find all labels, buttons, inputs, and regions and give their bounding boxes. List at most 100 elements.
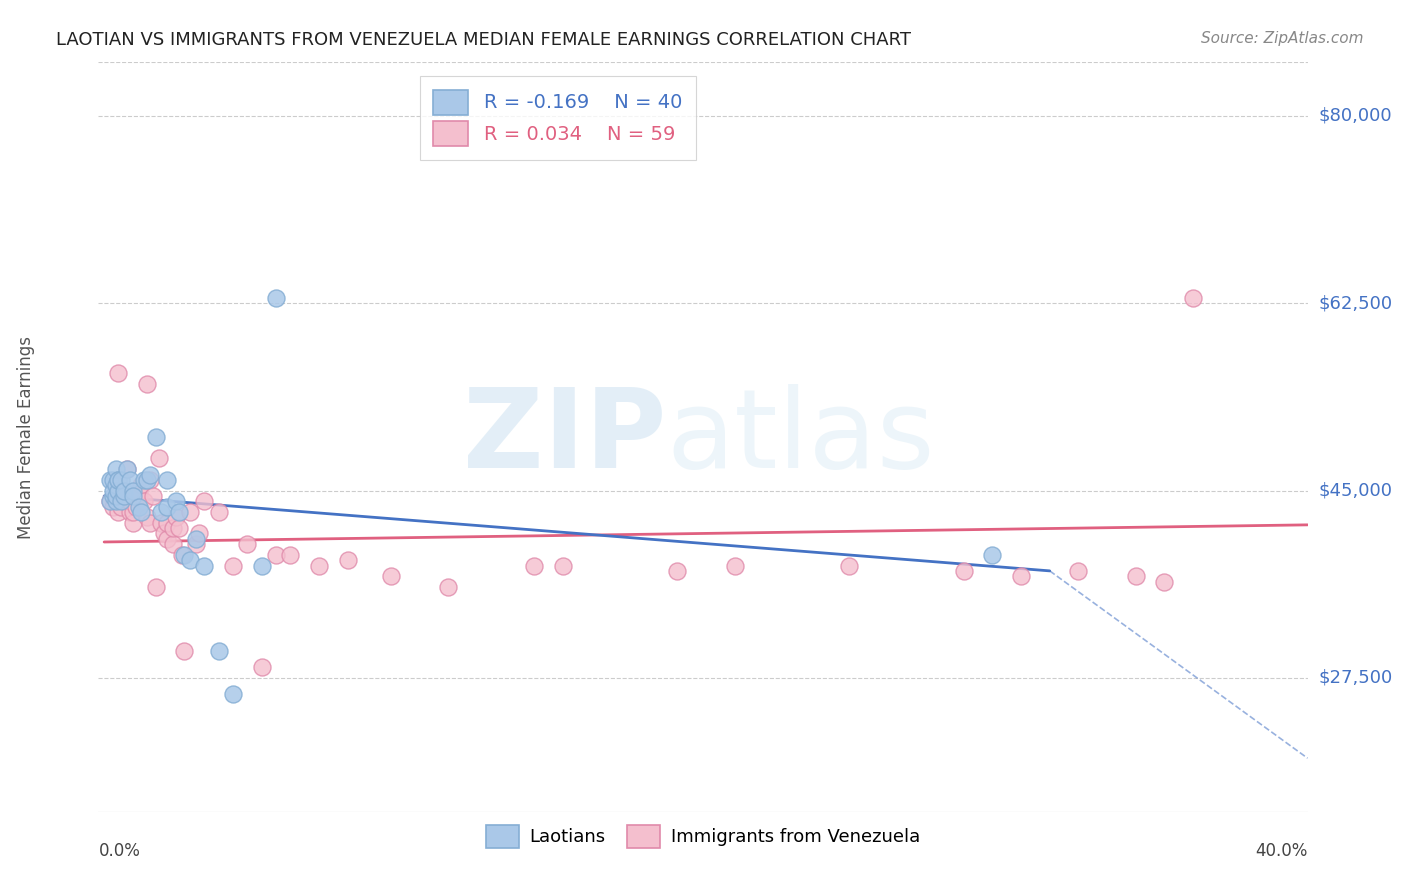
Point	[193, 558, 215, 573]
Point	[280, 548, 302, 562]
Point	[142, 489, 165, 503]
Text: 40.0%: 40.0%	[1256, 842, 1308, 860]
Point	[104, 494, 127, 508]
Text: Source: ZipAtlas.com: Source: ZipAtlas.com	[1201, 31, 1364, 46]
Text: $27,500: $27,500	[1319, 669, 1393, 687]
Point	[952, 564, 974, 578]
Point	[148, 451, 170, 466]
Point	[136, 510, 159, 524]
Text: $80,000: $80,000	[1319, 107, 1392, 125]
Point	[112, 483, 135, 498]
Point	[134, 494, 156, 508]
Point	[165, 510, 187, 524]
Point	[723, 558, 745, 573]
Point	[167, 505, 190, 519]
Point	[236, 537, 259, 551]
Point	[115, 462, 138, 476]
Point	[666, 564, 689, 578]
Point	[162, 537, 184, 551]
Point	[118, 473, 141, 487]
Point	[128, 489, 150, 503]
Point	[208, 505, 231, 519]
Point	[179, 505, 201, 519]
Point	[165, 494, 187, 508]
Point	[156, 473, 179, 487]
Point	[184, 537, 207, 551]
Point	[437, 580, 460, 594]
Point	[170, 548, 193, 562]
Point	[1181, 291, 1204, 305]
Point	[107, 473, 129, 487]
Point	[336, 553, 359, 567]
Point	[308, 558, 330, 573]
Point	[173, 548, 195, 562]
Point	[156, 532, 179, 546]
Point	[208, 644, 231, 658]
Point	[101, 483, 124, 498]
Point	[115, 462, 138, 476]
Point	[136, 376, 159, 391]
Text: $62,500: $62,500	[1319, 294, 1393, 312]
Point	[145, 430, 167, 444]
Point	[101, 473, 124, 487]
Point	[551, 558, 574, 573]
Point	[222, 687, 245, 701]
Point	[222, 558, 245, 573]
Point	[104, 478, 127, 492]
Point	[110, 494, 132, 508]
Point	[139, 473, 162, 487]
Point	[107, 505, 129, 519]
Point	[193, 494, 215, 508]
Point	[104, 489, 127, 503]
Point	[264, 291, 287, 305]
Point	[136, 473, 159, 487]
Point	[184, 532, 207, 546]
Point	[150, 505, 173, 519]
Point	[121, 505, 143, 519]
Point	[264, 548, 287, 562]
Point	[1153, 574, 1175, 589]
Point	[107, 483, 129, 498]
Point	[981, 548, 1004, 562]
Point	[112, 494, 135, 508]
Point	[838, 558, 860, 573]
Point	[1067, 564, 1090, 578]
Point	[110, 500, 132, 514]
Point	[162, 521, 184, 535]
Point	[179, 553, 201, 567]
Point	[124, 500, 146, 514]
Point	[139, 467, 162, 482]
Point	[118, 494, 141, 508]
Point	[107, 473, 129, 487]
Point	[118, 505, 141, 519]
Point	[250, 660, 273, 674]
Point	[250, 558, 273, 573]
Point	[110, 473, 132, 487]
Point	[1125, 569, 1147, 583]
Point	[112, 489, 135, 503]
Point	[121, 483, 143, 498]
Point	[128, 483, 150, 498]
Point	[121, 489, 143, 503]
Point	[523, 558, 546, 573]
Point	[139, 516, 162, 530]
Text: ZIP: ZIP	[464, 384, 666, 491]
Point	[101, 500, 124, 514]
Point	[167, 521, 190, 535]
Point	[131, 478, 153, 492]
Point	[131, 505, 153, 519]
Point	[156, 516, 179, 530]
Text: atlas: atlas	[666, 384, 935, 491]
Point	[107, 366, 129, 380]
Point	[98, 494, 121, 508]
Point	[380, 569, 402, 583]
Text: $45,000: $45,000	[1319, 482, 1393, 500]
Point	[104, 489, 127, 503]
Text: LAOTIAN VS IMMIGRANTS FROM VENEZUELA MEDIAN FEMALE EARNINGS CORRELATION CHART: LAOTIAN VS IMMIGRANTS FROM VENEZUELA MED…	[56, 31, 911, 49]
Point	[104, 462, 127, 476]
Text: Median Female Earnings: Median Female Earnings	[17, 335, 35, 539]
Point	[145, 580, 167, 594]
Point	[1010, 569, 1032, 583]
Point	[153, 526, 176, 541]
Point	[150, 516, 173, 530]
